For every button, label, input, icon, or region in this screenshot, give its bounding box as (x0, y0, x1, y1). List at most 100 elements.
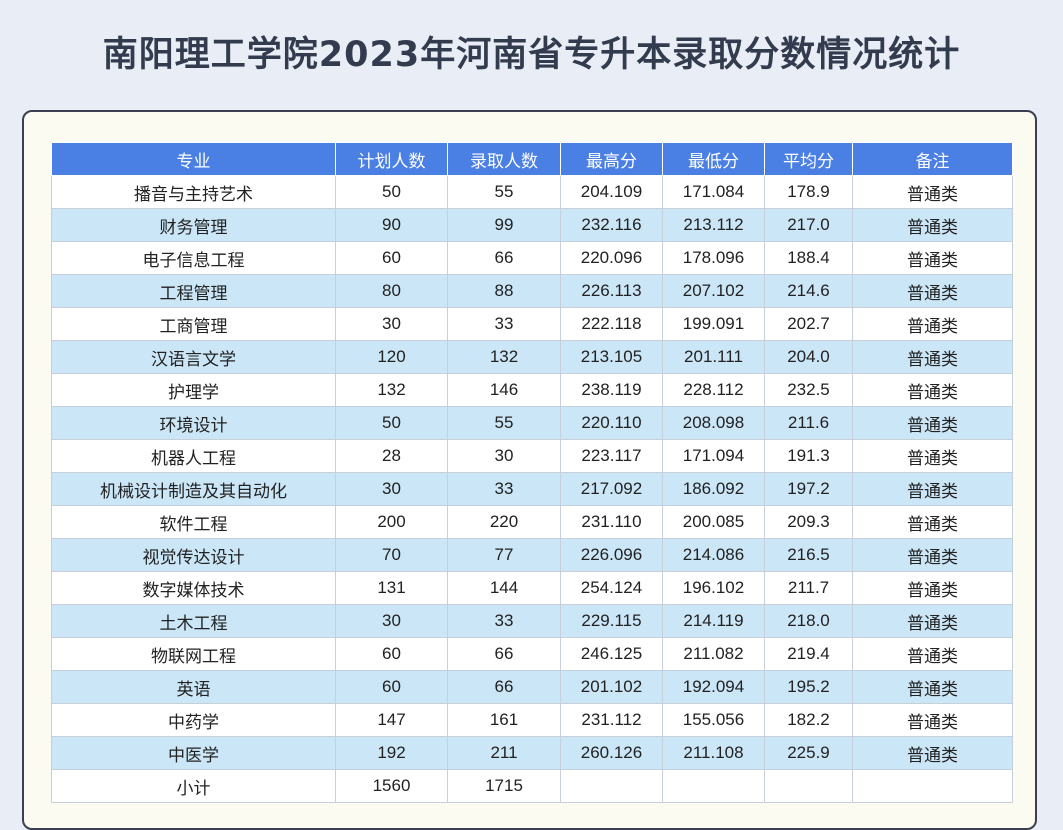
cell-major: 数字媒体技术 (51, 571, 336, 605)
subtotal-cell-avg-score (764, 769, 853, 803)
cell-max-score: 232.116 (560, 208, 663, 242)
table-row: 数字媒体技术 131 144 254.124 196.102 211.7 普通类 (51, 571, 1013, 605)
header-min-score: 最低分 (662, 142, 765, 176)
cell-major: 工商管理 (51, 307, 336, 341)
cell-min-score: 211.082 (662, 637, 765, 671)
header-major: 专业 (51, 142, 336, 176)
cell-min-score: 155.056 (662, 703, 765, 737)
cell-admit-count: 66 (447, 241, 561, 275)
cell-max-score: 204.109 (560, 175, 663, 209)
cell-major: 汉语言文学 (51, 340, 336, 374)
cell-avg-score: 188.4 (764, 241, 853, 275)
subtotal-cell-max-score (560, 769, 663, 803)
cell-admit-count: 30 (447, 439, 561, 473)
cell-min-score: 178.096 (662, 241, 765, 275)
cell-major: 视觉传达设计 (51, 538, 336, 572)
cell-avg-score: 211.6 (764, 406, 853, 440)
cell-note: 普通类 (852, 307, 1013, 341)
table-row: 财务管理 90 99 232.116 213.112 217.0 普通类 (51, 208, 1013, 242)
cell-note: 普通类 (852, 505, 1013, 539)
cell-admit-count: 55 (447, 406, 561, 440)
cell-avg-score: 217.0 (764, 208, 853, 242)
cell-note: 普通类 (852, 274, 1013, 308)
cell-max-score: 222.118 (560, 307, 663, 341)
cell-major: 电子信息工程 (51, 241, 336, 275)
cell-max-score: 213.105 (560, 340, 663, 374)
table-row: 护理学 132 146 238.119 228.112 232.5 普通类 (51, 373, 1013, 407)
table-row: 土木工程 30 33 229.115 214.119 218.0 普通类 (51, 604, 1013, 638)
cell-note: 普通类 (852, 472, 1013, 506)
cell-min-score: 199.091 (662, 307, 765, 341)
table-row: 汉语言文学 120 132 213.105 201.111 204.0 普通类 (51, 340, 1013, 374)
table-row: 英语 60 66 201.102 192.094 195.2 普通类 (51, 670, 1013, 704)
subtotal-cell-plan-count: 1560 (335, 769, 448, 803)
cell-plan-count: 90 (335, 208, 448, 242)
cell-note: 普通类 (852, 538, 1013, 572)
cell-admit-count: 66 (447, 637, 561, 671)
table-row: 电子信息工程 60 66 220.096 178.096 188.4 普通类 (51, 241, 1013, 275)
cell-avg-score: 219.4 (764, 637, 853, 671)
cell-max-score: 201.102 (560, 670, 663, 704)
cell-admit-count: 66 (447, 670, 561, 704)
cell-admit-count: 77 (447, 538, 561, 572)
cell-plan-count: 131 (335, 571, 448, 605)
cell-note: 普通类 (852, 175, 1013, 209)
cell-min-score: 171.094 (662, 439, 765, 473)
header-max-score: 最高分 (560, 142, 663, 176)
table-row: 环境设计 50 55 220.110 208.098 211.6 普通类 (51, 406, 1013, 440)
cell-note: 普通类 (852, 670, 1013, 704)
table-row: 视觉传达设计 70 77 226.096 214.086 216.5 普通类 (51, 538, 1013, 572)
cell-note: 普通类 (852, 604, 1013, 638)
cell-avg-score: 195.2 (764, 670, 853, 704)
cell-min-score: 228.112 (662, 373, 765, 407)
cell-plan-count: 132 (335, 373, 448, 407)
header-plan-count: 计划人数 (335, 142, 448, 176)
table-row: 机械设计制造及其自动化 30 33 217.092 186.092 197.2 普通类 (51, 472, 1013, 506)
cell-major: 播音与主持艺术 (51, 175, 336, 209)
cell-min-score: 211.108 (662, 736, 765, 770)
cell-avg-score: 211.7 (764, 571, 853, 605)
cell-note: 普通类 (852, 637, 1013, 671)
cell-avg-score: 178.9 (764, 175, 853, 209)
cell-plan-count: 60 (335, 637, 448, 671)
cell-max-score: 254.124 (560, 571, 663, 605)
header-avg-score: 平均分 (764, 142, 853, 176)
cell-min-score: 213.112 (662, 208, 765, 242)
cell-note: 普通类 (852, 703, 1013, 737)
cell-admit-count: 144 (447, 571, 561, 605)
cell-max-score: 238.119 (560, 373, 663, 407)
cell-avg-score: 232.5 (764, 373, 853, 407)
cell-avg-score: 191.3 (764, 439, 853, 473)
cell-major: 中药学 (51, 703, 336, 737)
cell-admit-count: 55 (447, 175, 561, 209)
cell-avg-score: 202.7 (764, 307, 853, 341)
cell-plan-count: 60 (335, 670, 448, 704)
cell-avg-score: 204.0 (764, 340, 853, 374)
cell-avg-score: 197.2 (764, 472, 853, 506)
page-title: 南阳理工学院2023年河南省专升本录取分数情况统计 (102, 35, 961, 75)
subtotal-cell-note (852, 769, 1013, 803)
cell-note: 普通类 (852, 340, 1013, 374)
cell-min-score: 196.102 (662, 571, 765, 605)
cell-max-score: 226.096 (560, 538, 663, 572)
cell-plan-count: 30 (335, 307, 448, 341)
cell-major: 土木工程 (51, 604, 336, 638)
cell-admit-count: 211 (447, 736, 561, 770)
cell-plan-count: 60 (335, 241, 448, 275)
table-row: 工程管理 80 88 226.113 207.102 214.6 普通类 (51, 274, 1013, 308)
cell-note: 普通类 (852, 736, 1013, 770)
table-row: 工商管理 30 33 222.118 199.091 202.7 普通类 (51, 307, 1013, 341)
cell-major: 软件工程 (51, 505, 336, 539)
cell-admit-count: 33 (447, 472, 561, 506)
cell-max-score: 246.125 (560, 637, 663, 671)
cell-admit-count: 220 (447, 505, 561, 539)
cell-min-score: 192.094 (662, 670, 765, 704)
cell-note: 普通类 (852, 373, 1013, 407)
table-row: 物联网工程 60 66 246.125 211.082 219.4 普通类 (51, 637, 1013, 671)
cell-max-score: 217.092 (560, 472, 663, 506)
table-row: 中药学 147 161 231.112 155.056 182.2 普通类 (51, 703, 1013, 737)
table-row: 中医学 192 211 260.126 211.108 225.9 普通类 (51, 736, 1013, 770)
subtotal-cell-min-score (662, 769, 765, 803)
cell-admit-count: 33 (447, 307, 561, 341)
cell-plan-count: 192 (335, 736, 448, 770)
